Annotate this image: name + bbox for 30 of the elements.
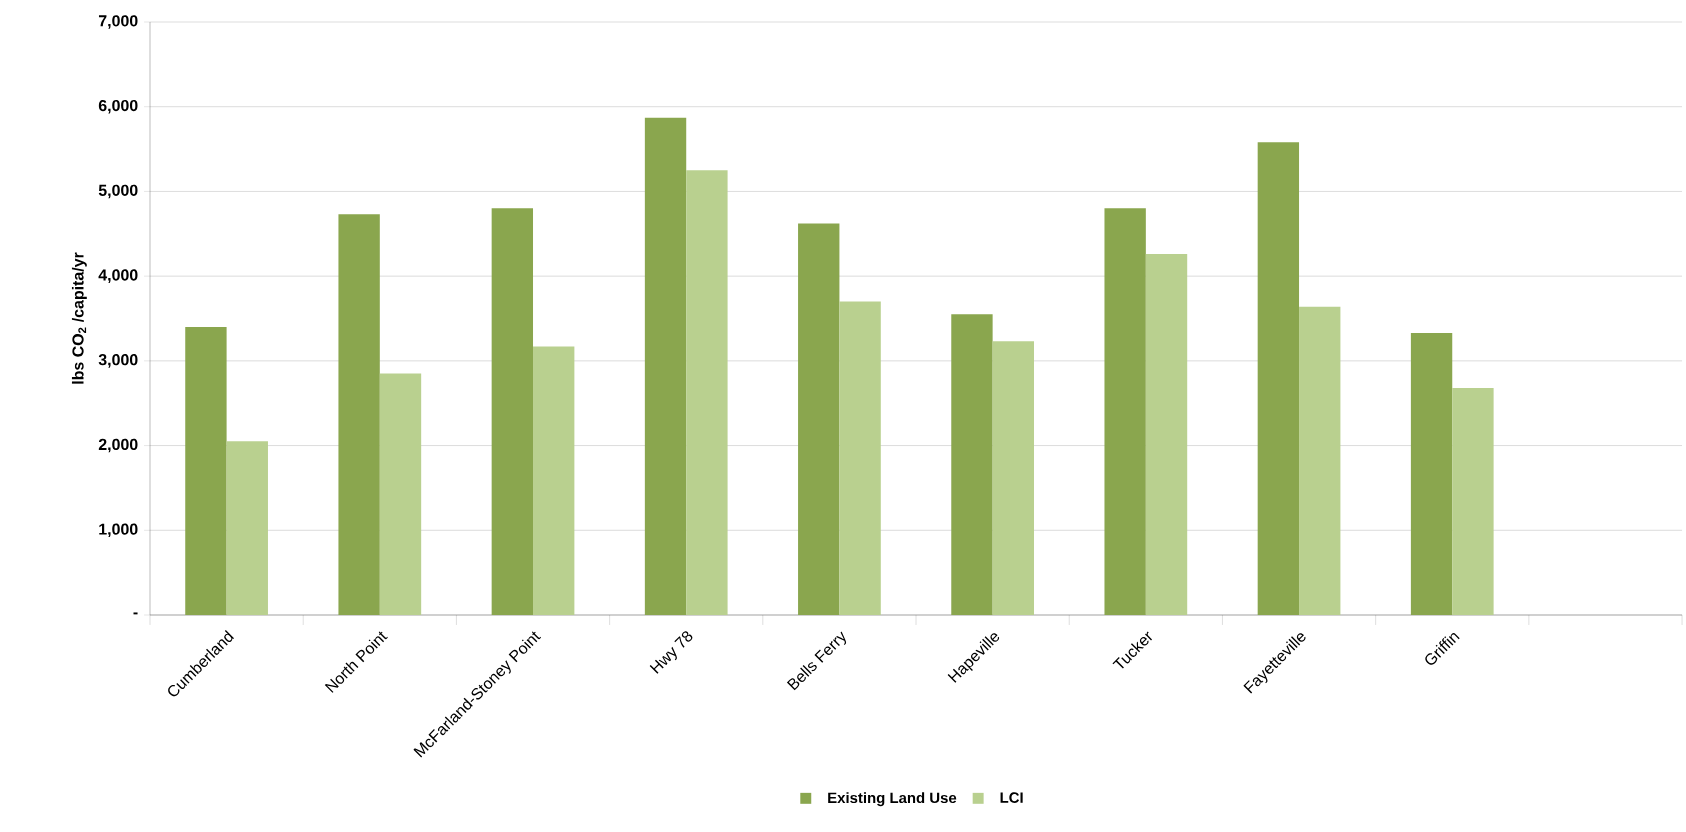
y-tick-label: 5,000 [98,184,138,199]
y-tick-label: 6,000 [98,99,138,114]
bar [992,341,1034,615]
x-tick-label: Hwy 78 [649,631,693,674]
bar [644,117,687,615]
bar [798,223,840,615]
bar [839,301,881,615]
bar [226,441,268,615]
bar [951,314,993,615]
bar [338,214,380,615]
legend-label: LCI [1000,792,1023,803]
legend-label: Existing Land Use [828,792,957,807]
bar [1410,332,1453,615]
y-axis-title: lbs CO$_{2}$ /capita/yr [71,252,87,384]
bar [686,170,728,615]
bar [1257,142,1300,615]
y-tick-label: 3,000 [98,354,138,368]
y-tick-label: 1,000 [99,523,138,538]
bar [379,373,422,615]
bar [185,326,227,615]
y-tick-label: 7,000 [98,15,138,29]
bar [1104,208,1146,615]
bar [1145,254,1188,615]
bar [1452,387,1494,615]
bar [491,208,534,615]
bar [533,346,575,615]
y-tick-label: - [133,612,138,615]
bar [1299,306,1341,615]
y-tick-label: 4,000 [98,269,138,283]
y-tick-label: 2,000 [98,438,138,453]
